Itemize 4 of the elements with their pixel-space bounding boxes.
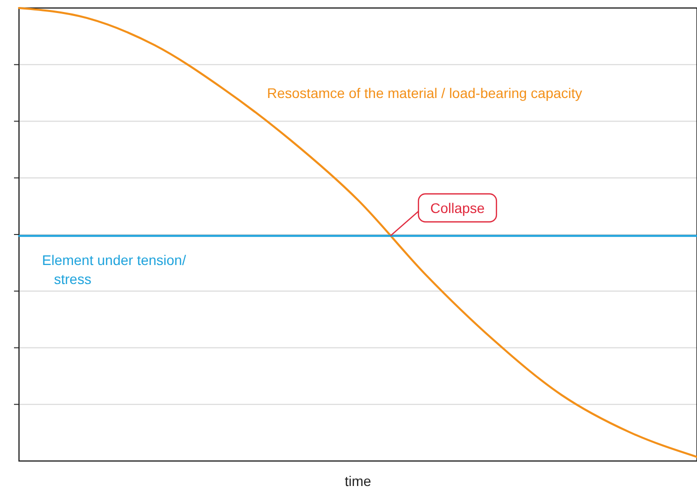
series-label: Resostamce of the material / load-bearing capacity — [267, 85, 582, 101]
series-label: Element under tension/ stress — [42, 252, 186, 287]
x-axis-title: time — [344, 473, 372, 489]
annotation: Collapse — [430, 200, 485, 216]
